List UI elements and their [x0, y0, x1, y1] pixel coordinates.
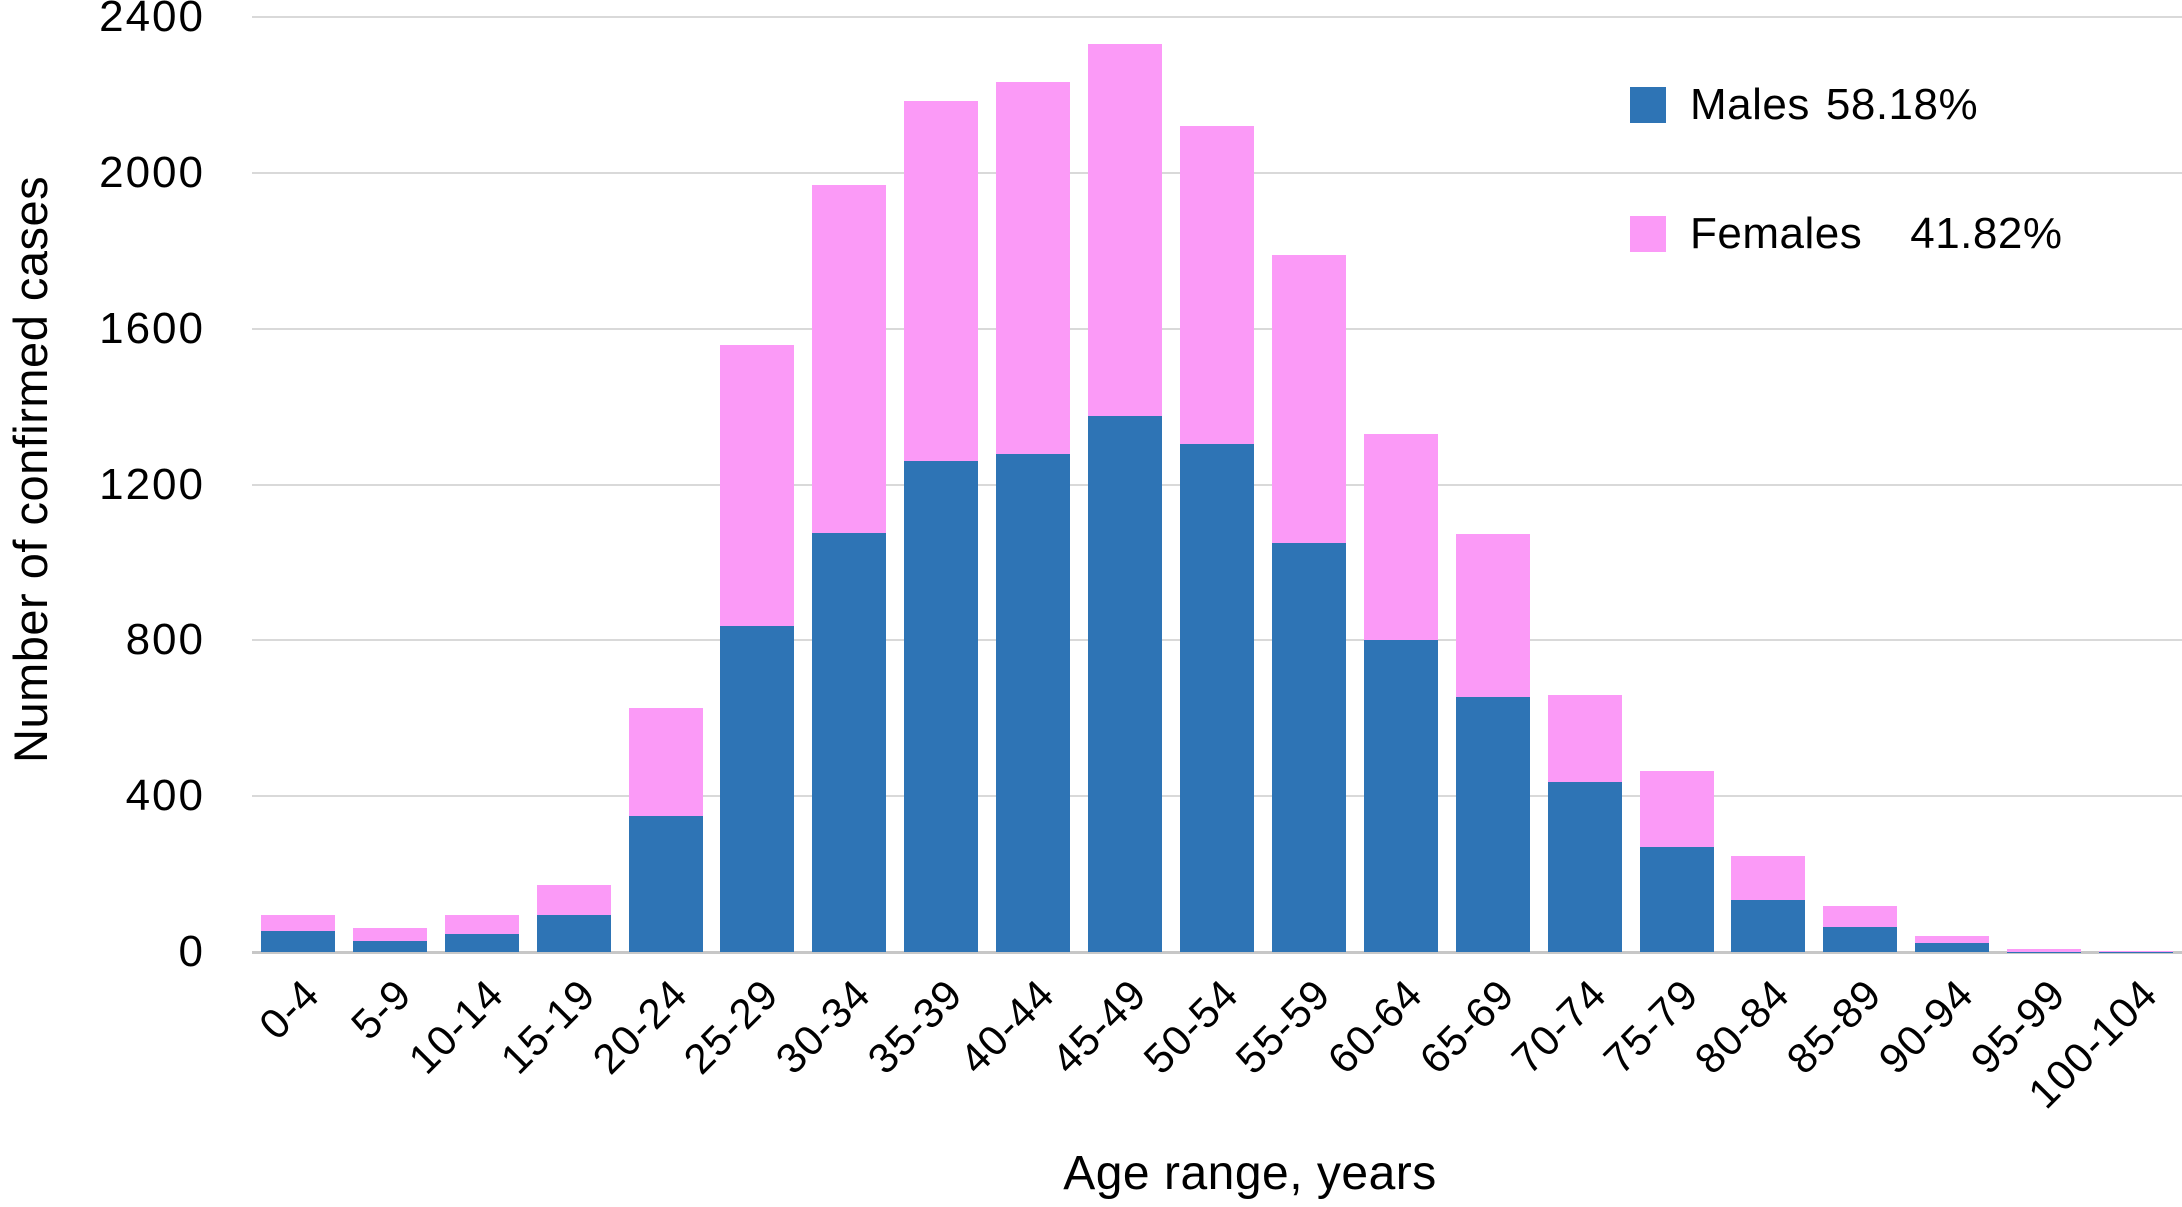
y-tick-label-1200: 1200	[99, 459, 205, 509]
bar-females-50-54	[1180, 126, 1254, 444]
bar-males-80-84	[1731, 899, 1806, 952]
females-legend-swatch	[1630, 216, 1666, 252]
bar-females-35-39	[904, 100, 979, 462]
bar-females-70-74	[1547, 694, 1622, 783]
x-tick-label-30-34: 30-34	[766, 970, 880, 1083]
bar-males-5-9	[352, 941, 427, 952]
males-legend-swatch	[1630, 87, 1666, 123]
gridline-2400	[252, 16, 2182, 18]
bar-females-45-49	[1088, 44, 1163, 417]
bar-males-55-59	[1271, 542, 1346, 952]
bar-males-90-94	[1915, 943, 1990, 952]
bar-males-60-64	[1363, 640, 1438, 952]
bar-males-20-24	[628, 815, 703, 952]
bar-males-10-14	[444, 933, 519, 952]
x-tick-label-5-9: 5-9	[341, 970, 421, 1049]
bar-males-40-44	[996, 454, 1071, 952]
bar-females-65-69	[1455, 534, 1530, 698]
bar-males-45-49	[1088, 416, 1163, 952]
x-tick-label-50-54: 50-54	[1134, 970, 1248, 1083]
x-tick-label-45-49: 45-49	[1042, 970, 1156, 1083]
bar-females-30-34	[812, 184, 887, 534]
y-tick-label-0: 0	[178, 927, 205, 976]
females-legend-percentage: 41.82%	[1910, 209, 2063, 258]
bar-males-30-34	[812, 533, 887, 952]
y-tick-label-800: 800	[125, 615, 205, 665]
bar-males-0-4	[260, 930, 335, 952]
x-tick-label-75-79: 75-79	[1594, 970, 1707, 1083]
bar-females-75-79	[1639, 770, 1714, 848]
x-tick-label-60-64: 60-64	[1318, 970, 1432, 1083]
x-tick-label-10-14: 10-14	[399, 970, 513, 1083]
bar-males-70-74	[1547, 782, 1622, 952]
bar-females-90-94	[1915, 936, 1990, 944]
legend-item-females: Females 41.82%	[1630, 209, 2062, 259]
bar-females-5-9	[352, 928, 427, 942]
x-tick-label-15-19: 15-19	[491, 970, 604, 1083]
x-tick-label-25-29: 25-29	[675, 970, 788, 1083]
bar-males-85-89	[1823, 927, 1898, 952]
bar-females-40-44	[996, 81, 1071, 455]
x-tick-label-70-74: 70-74	[1502, 970, 1615, 1083]
bar-males-25-29	[720, 625, 795, 952]
x-tick-label-55-59: 55-59	[1226, 970, 1340, 1083]
bar-males-15-19	[536, 915, 611, 952]
x-tick-label-85-89: 85-89	[1777, 970, 1891, 1083]
bar-females-20-24	[628, 707, 703, 816]
bar-females-10-14	[444, 915, 519, 934]
x-tick-label-90-94: 90-94	[1869, 970, 1983, 1083]
legend-item-males: Males 58.18%	[1630, 80, 1978, 130]
bar-females-25-29	[720, 345, 795, 626]
x-tick-label-0-4: 0-4	[249, 970, 329, 1049]
bar-males-50-54	[1180, 443, 1254, 952]
bar-females-95-99	[2007, 949, 2082, 952]
y-tick-label-400: 400	[125, 771, 205, 821]
bar-females-85-89	[1823, 906, 1898, 928]
bar-females-15-19	[536, 885, 611, 916]
bar-males-35-39	[904, 461, 979, 952]
males-legend-percentage: 58.18%	[1825, 80, 1979, 129]
bar-females-55-59	[1271, 254, 1346, 543]
x-tick-label-65-69: 65-69	[1410, 970, 1523, 1083]
y-tick-label-2400: 2400	[99, 0, 205, 41]
bar-females-60-64	[1363, 433, 1438, 641]
x-tick-label-35-39: 35-39	[858, 970, 972, 1083]
y-tick-label-2000: 2000	[99, 147, 205, 197]
x-tick-label-20-24: 20-24	[583, 970, 696, 1083]
x-axis-baseline	[252, 951, 2182, 954]
bar-females-80-84	[1731, 855, 1806, 900]
bar-females-0-4	[260, 915, 335, 931]
bar-males-75-79	[1639, 847, 1714, 952]
x-tick-label-80-84: 80-84	[1685, 970, 1799, 1083]
females-legend-label: Females	[1690, 209, 1863, 258]
x-axis-title: Age range, years	[1063, 1147, 1437, 1200]
y-tick-label-1600: 1600	[99, 303, 205, 353]
bar-males-65-69	[1455, 697, 1530, 952]
x-tick-label-40-44: 40-44	[950, 970, 1064, 1083]
males-legend-label: Males	[1690, 80, 1810, 129]
